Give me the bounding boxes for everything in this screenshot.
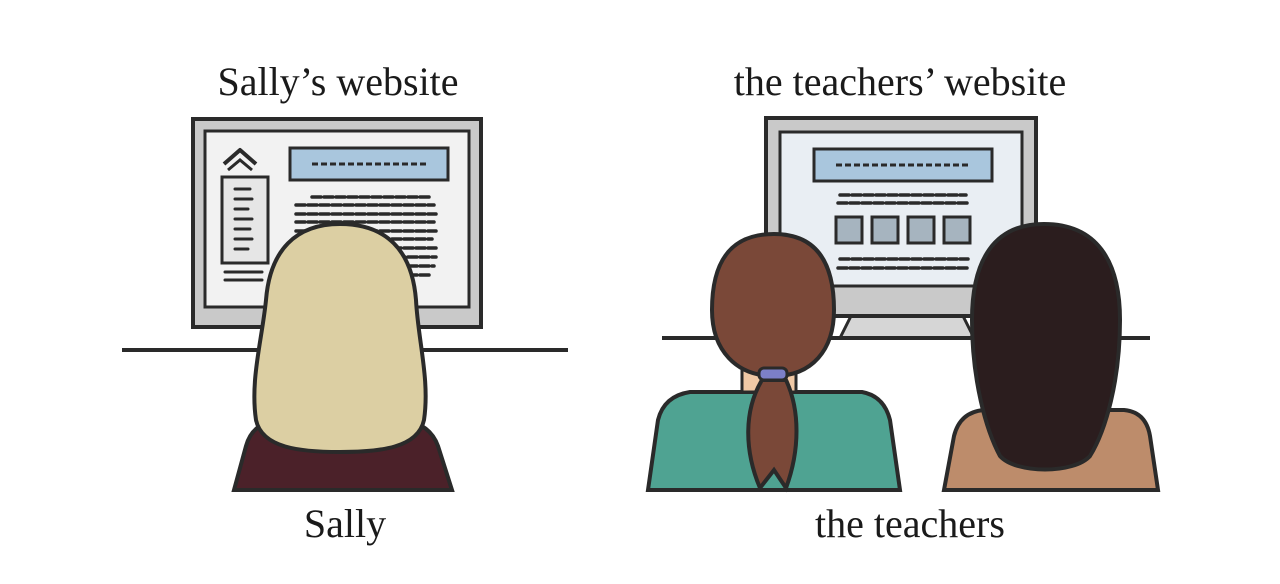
teacher-left: [645, 231, 903, 493]
sally-monitor: [191, 117, 483, 329]
teachers-site-tiles: [834, 215, 972, 245]
teachers-scene: [645, 116, 1161, 493]
teachers-site-tile: [942, 215, 972, 245]
sally-scene: [122, 117, 568, 492]
teachers-website-label: the teachers’ website: [733, 59, 1067, 104]
teacher-right: [941, 221, 1161, 492]
teacher-right-hair: [969, 221, 1123, 472]
teachers-site-tile: [834, 215, 864, 245]
sally-hair: [252, 221, 428, 455]
teachers-site-tile: [906, 215, 936, 245]
teacher-left-hair: [709, 231, 837, 379]
sally-label: Sally: [303, 501, 387, 546]
teacher-left-scrunchie: [757, 366, 789, 382]
teacher-left-ponytail: [746, 378, 799, 493]
teachers-site-text-top: [836, 193, 972, 205]
sally-website-label: Sally’s website: [217, 59, 459, 104]
teachers-site-tile: [870, 215, 900, 245]
teachers-label: the teachers: [815, 501, 1005, 546]
sally-sidebar-lines: [223, 187, 264, 282]
chevron-up-icon: [222, 148, 258, 172]
teachers-site-text-bottom: [836, 257, 972, 270]
